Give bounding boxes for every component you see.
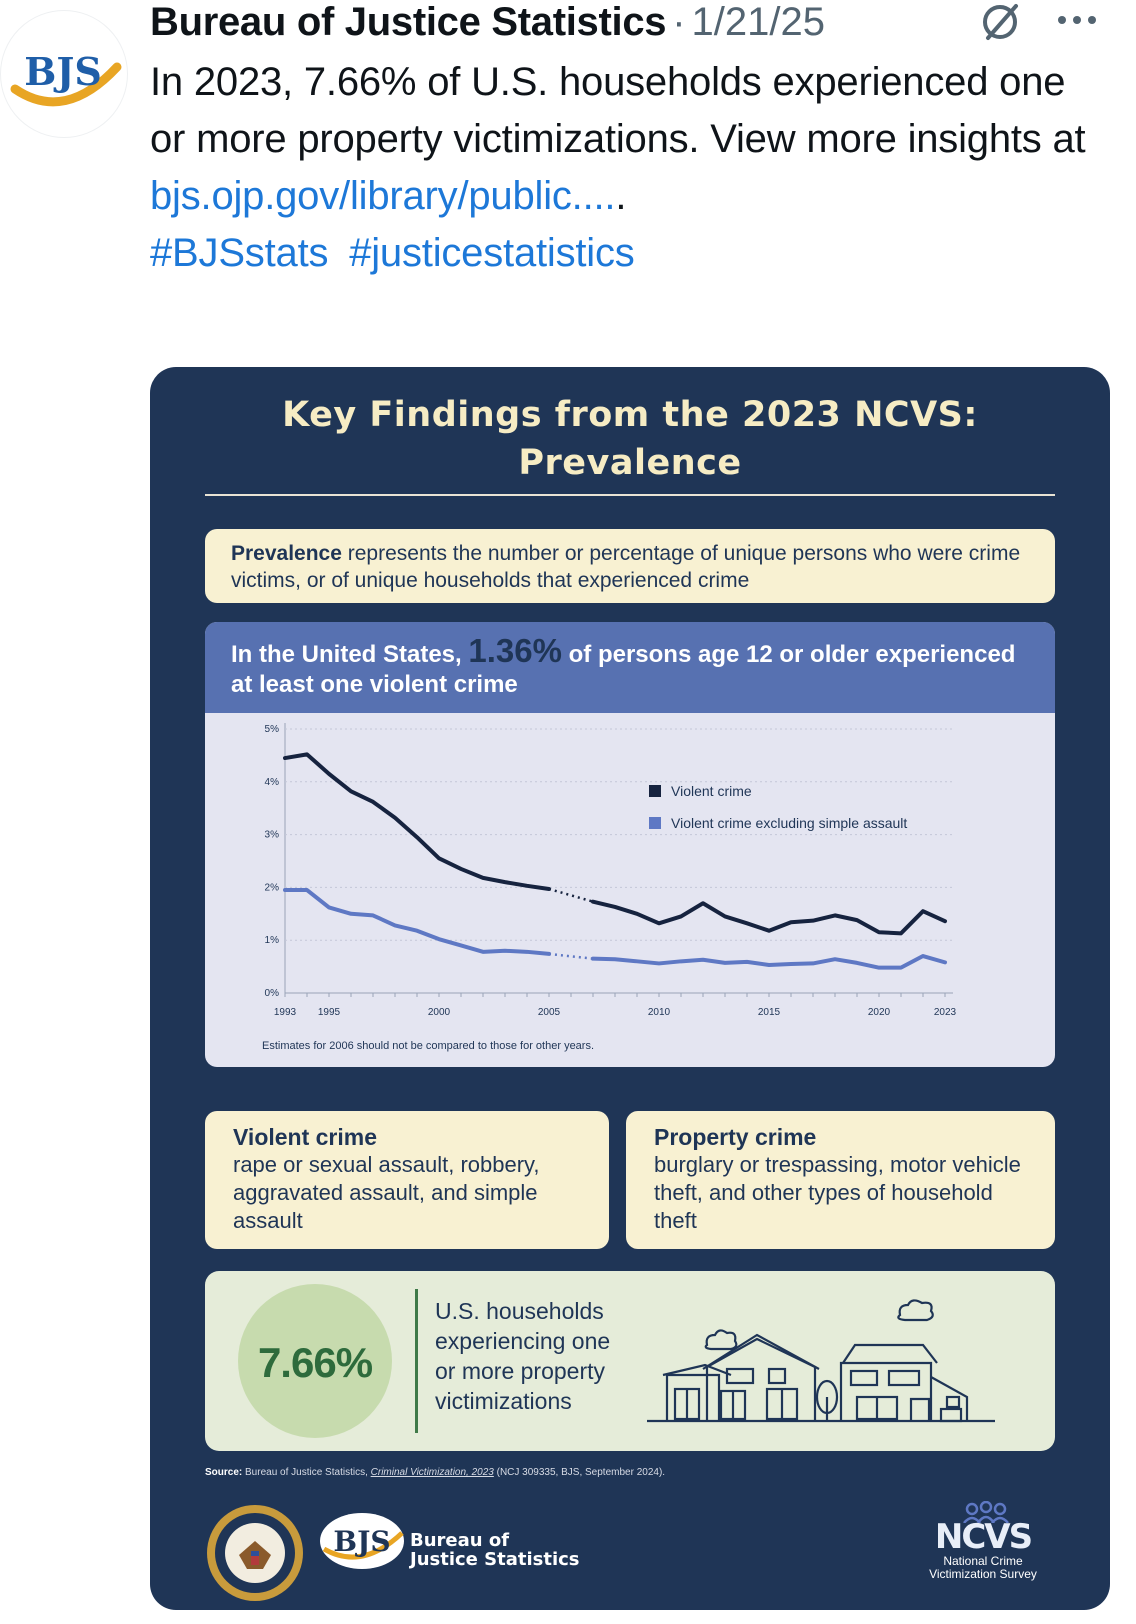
prevalence-term: Prevalence	[231, 542, 342, 565]
household-percent: 7.66%	[257, 1339, 373, 1386]
household-text: U.S. households experiencing one or more…	[435, 1298, 611, 1414]
x-tick-label: 1993	[274, 1007, 297, 1018]
infographic-title-line2: Prevalence	[518, 443, 742, 483]
property-crime-title: Property crime	[654, 1124, 817, 1150]
x-tick-label: 2015	[758, 1007, 781, 1018]
grok-slash-icon[interactable]	[980, 2, 1024, 42]
legend-swatch	[649, 785, 661, 797]
y-tick-label: 0%	[265, 988, 280, 999]
source-post: (NCJ 309335, BJS, September 2024).	[496, 1467, 666, 1478]
bjs-logo-text: BJS	[333, 1525, 390, 1558]
ncvs-people-icon	[963, 1501, 1009, 1523]
infographic-image[interactable]: Key Findings from the 2023 NCVS: Prevale…	[150, 367, 1110, 1610]
legend-label: Violent crime	[671, 783, 752, 799]
series-gap-bridge	[548, 952, 594, 960]
bjs-logo-icon: BJS	[320, 1513, 404, 1569]
chart-headline: In the United States, 1.36% of persons a…	[205, 622, 1055, 713]
series-line-violent-crime	[591, 899, 947, 936]
x-tick-label: 2020	[868, 1007, 891, 1018]
source-pre: Bureau of Justice Statistics,	[245, 1467, 368, 1478]
x-tick-label: 2023	[934, 1007, 957, 1018]
y-tick-label: 1%	[265, 935, 280, 946]
x-tick-label: 2005	[538, 1007, 561, 1018]
y-tick-label: 5%	[265, 724, 280, 735]
tweet: Bureau of Justice Statistics · 1/21/25 I…	[150, 0, 1110, 282]
prevalence-text: represents the number or percentage of u…	[231, 542, 1021, 592]
violent-crime-definition: Violent crime rape or sexual assault, ro…	[205, 1111, 609, 1249]
chart-panel: In the United States, 1.36% of persons a…	[205, 622, 1055, 1067]
source-label: Source:	[205, 1467, 243, 1478]
violent-crime-body: rape or sexual assault, robbery, aggrava…	[233, 1152, 540, 1233]
hashtag-list: #BJSstats #justicestatistics	[150, 225, 1110, 282]
header-separator: ·	[672, 0, 686, 44]
houses-illustration	[647, 1299, 995, 1423]
legend-swatch	[649, 817, 661, 829]
avatar[interactable]: BJS	[0, 10, 128, 138]
headline-post: of persons age 12 or older experienced a…	[231, 641, 1016, 698]
tweet-link[interactable]: bjs.ojp.gov/library/public....	[150, 174, 616, 218]
household-stat-circle: 7.66%	[238, 1284, 392, 1438]
bjs-name-line1: Bureau of	[410, 1530, 510, 1551]
y-tick-label: 4%	[265, 777, 280, 788]
ncvs-abbr: NCVS	[934, 1517, 1033, 1557]
y-tick-label: 3%	[265, 830, 280, 841]
title-divider	[205, 494, 1055, 496]
ncvs-logo: NCVS National Crime Victimization Survey	[928, 1501, 1038, 1581]
author-name[interactable]: Bureau of Justice Statistics	[150, 0, 667, 44]
property-crime-body: burglary or trespassing, motor vehicle t…	[654, 1152, 1021, 1233]
household-stat-panel: 7.66% U.S. households experiencing one o…	[205, 1271, 1055, 1451]
household-divider	[415, 1289, 418, 1433]
chart-note: Estimates for 2006 should not be compare…	[262, 1040, 594, 1052]
tweet-date[interactable]: 1/21/25	[691, 0, 826, 44]
y-tick-label: 2%	[265, 882, 280, 893]
tweet-body: In 2023, 7.66% of U.S. households experi…	[150, 60, 1086, 161]
bjs-name-line2: Justice Statistics	[410, 1549, 580, 1570]
headline-percent: 1.36%	[468, 632, 562, 669]
infographic-title-line1: Key Findings from the 2023 NCVS:	[282, 395, 978, 435]
x-tick-label: 1995	[318, 1007, 341, 1018]
x-tick-label: 2010	[648, 1007, 671, 1018]
source-title: Criminal Victimization, 2023	[370, 1467, 494, 1478]
logo-footer: BJS Bureau of Justice Statistics NCVS Na…	[150, 1497, 1110, 1607]
violent-crime-title: Violent crime	[233, 1124, 378, 1150]
hashtag-bjsstats[interactable]: #BJSstats	[150, 231, 329, 275]
series-gap-bridge	[548, 887, 594, 903]
infographic-title: Key Findings from the 2023 NCVS: Prevale…	[150, 391, 1110, 487]
more-dots-icon[interactable]	[1052, 0, 1102, 40]
source-citation: Source: Bureau of Justice Statistics, Cr…	[205, 1467, 665, 1478]
headline-pre: In the United States,	[231, 641, 462, 668]
property-crime-definition: Property crime burglary or trespassing, …	[626, 1111, 1055, 1249]
legend-label: Violent crime excluding simple assault	[671, 815, 907, 831]
x-tick-label: 2000	[428, 1007, 451, 1018]
tweet-text: In 2023, 7.66% of U.S. households experi…	[150, 54, 1110, 282]
bjs-avatar-logo: BJS	[10, 49, 122, 107]
doj-seal-icon	[207, 1505, 303, 1601]
avatar-text: BJS	[24, 49, 102, 94]
ncvs-line1: National Crime	[943, 1554, 1023, 1568]
prevalence-definition: Prevalence represents the number or perc…	[205, 529, 1055, 603]
series-line-excluding-simple-assault	[283, 888, 551, 956]
tweet-header: Bureau of Justice Statistics · 1/21/25	[150, 0, 1110, 44]
bjs-wordmark: Bureau of Justice Statistics	[410, 1531, 580, 1569]
hashtag-justicestatistics[interactable]: #justicestatistics	[349, 231, 635, 275]
tweet-link-trailing: .	[615, 174, 627, 218]
ncvs-line2: Victimization Survey	[929, 1567, 1037, 1581]
series-line-violent-crime	[283, 752, 551, 891]
series-line-excluding-simple-assault	[591, 954, 947, 970]
prevalence-line-chart: 0% 1% 2% 3% 4% 5% 1993 1995 2000 2005 2010 2015 202…	[262, 723, 957, 1052]
